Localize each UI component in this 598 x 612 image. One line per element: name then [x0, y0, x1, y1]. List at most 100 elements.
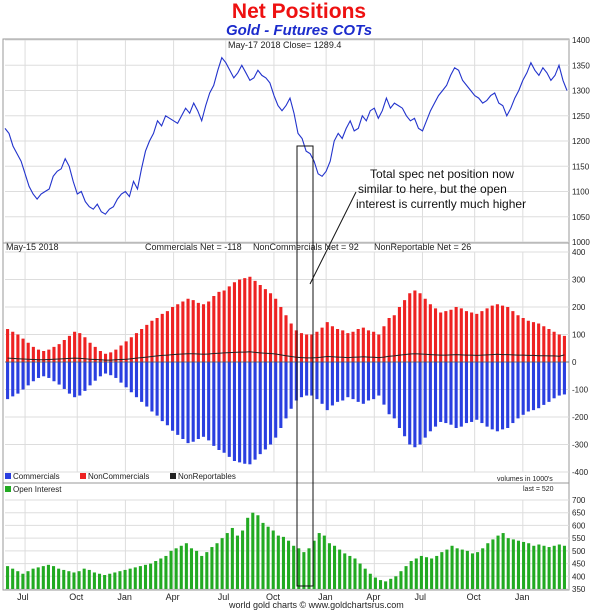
- commercials-bar: [98, 362, 102, 377]
- commercials-bar: [562, 362, 566, 395]
- open-interest-bar: [189, 548, 194, 589]
- open-interest-bar: [205, 552, 209, 589]
- commercials-bar: [232, 362, 236, 461]
- noncommercials-bar: [562, 335, 566, 362]
- commercials-bar: [475, 362, 479, 420]
- noncommercials-bar: [387, 318, 391, 362]
- commercials-bar: [408, 362, 412, 445]
- x-tick-label: Oct: [266, 592, 281, 602]
- commercials-bar: [11, 362, 15, 397]
- commercials-bar: [470, 362, 474, 422]
- x-tick-label: Jul: [414, 592, 426, 602]
- open-interest-bar: [154, 561, 158, 589]
- open-interest-bar: [440, 552, 444, 589]
- commercials-bar: [279, 362, 283, 428]
- noncommercials-bar: [428, 304, 432, 362]
- noncommercials-bar: [537, 323, 541, 362]
- noncommercials-bar: [155, 318, 159, 362]
- open-interest-bar: [123, 569, 127, 589]
- open-interest-bar: [46, 564, 50, 589]
- commercials-bar: [480, 362, 484, 424]
- noncommercials-bar: [433, 308, 438, 362]
- y-tick-label: 500: [572, 547, 586, 556]
- gold-price-line: [4, 56, 568, 215]
- commercials-bar: [196, 362, 200, 439]
- open-interest-bar: [312, 540, 316, 589]
- commercials-bar: [439, 362, 443, 422]
- commercials-bar: [537, 362, 541, 409]
- open-interest-bar: [465, 550, 469, 589]
- highlight-box: [296, 145, 314, 587]
- annotation-line-2: similar to here, but the open: [358, 182, 507, 196]
- commercials-bar: [207, 362, 211, 441]
- commercials-bar: [511, 362, 515, 424]
- open-interest-bar: [220, 538, 224, 589]
- noncommercials-bar: [165, 311, 169, 362]
- noncommercials-bar: [93, 346, 97, 362]
- commercials-bar: [305, 362, 309, 396]
- open-interest-bar: [251, 512, 255, 589]
- open-interest-layer: [6, 512, 566, 589]
- commercials-bar: [21, 362, 25, 390]
- commercials-bar: [243, 362, 247, 464]
- noncommercials-bar: [506, 307, 510, 362]
- annotation-line-1: Total spec net position now: [370, 167, 514, 181]
- noncommercials-bar: [26, 342, 30, 362]
- commercials-bar: [155, 362, 159, 416]
- commercials-bar: [454, 362, 458, 428]
- noncommercials-bar: [31, 346, 35, 362]
- open-interest-bar: [276, 535, 280, 589]
- noncommercials-bar: [47, 349, 51, 362]
- open-interest-bar: [256, 515, 260, 589]
- open-interest-bar: [394, 576, 398, 589]
- commercials-bar: [521, 362, 525, 415]
- volumes-note: volumes in 1000's: [497, 476, 553, 483]
- open-interest-bar: [271, 530, 275, 589]
- open-interest-bar: [246, 517, 250, 589]
- noncommercials-bar: [526, 320, 530, 362]
- commercials-bar: [78, 362, 82, 396]
- open-interest-bar: [389, 578, 393, 589]
- open-interest-bar: [358, 563, 362, 589]
- commercials-bar: [222, 362, 226, 453]
- open-interest-bar: [516, 540, 520, 589]
- open-interest-bar: [62, 569, 66, 589]
- commercials-bar: [26, 362, 30, 386]
- annotation-arrow: [309, 191, 357, 285]
- tick-label-layer: 100010501100115012001250130013501400-400…: [17, 36, 590, 602]
- noncommercials-bar: [336, 329, 340, 362]
- commercials-bar: [238, 362, 242, 463]
- noncommercials-bar: [490, 305, 494, 362]
- commercials-bar: [186, 362, 190, 444]
- open-interest-bar: [287, 540, 291, 589]
- commercials-bar: [372, 362, 376, 400]
- noncommercials-bar: [11, 331, 15, 362]
- y-tick-label: 0: [572, 358, 577, 367]
- noncommercials-bar: [279, 307, 283, 362]
- noncommercials-bar: [258, 285, 262, 362]
- open-interest-bar: [557, 544, 561, 589]
- y-tick-label: 350: [572, 585, 586, 594]
- open-interest-bar: [460, 549, 464, 589]
- noncommercials-bar: [243, 278, 247, 362]
- commercials-bar: [248, 362, 252, 465]
- noncommercials-bar: [485, 308, 489, 362]
- noncommercials-bar: [547, 329, 551, 362]
- open-interest-bar: [419, 555, 423, 589]
- commercials-bar: [160, 362, 164, 422]
- commercials-bar: [294, 362, 298, 401]
- x-tick-label: Jan: [318, 592, 333, 602]
- open-interest-bar: [506, 538, 510, 589]
- commercials-bar: [336, 362, 340, 402]
- y-tick-label: 1400: [572, 36, 590, 45]
- open-interest-bar: [108, 573, 112, 589]
- noncommercials-bar: [372, 331, 376, 362]
- open-interest-bar: [414, 558, 418, 589]
- commercials-bar: [531, 362, 536, 411]
- y-tick-label: 100: [572, 331, 586, 340]
- noncommercials-bar: [129, 337, 133, 362]
- x-tick-label: Oct: [69, 592, 84, 602]
- commercials-bar: [16, 362, 20, 394]
- open-interest-bar: [368, 573, 372, 589]
- commercials-bar: [382, 362, 386, 405]
